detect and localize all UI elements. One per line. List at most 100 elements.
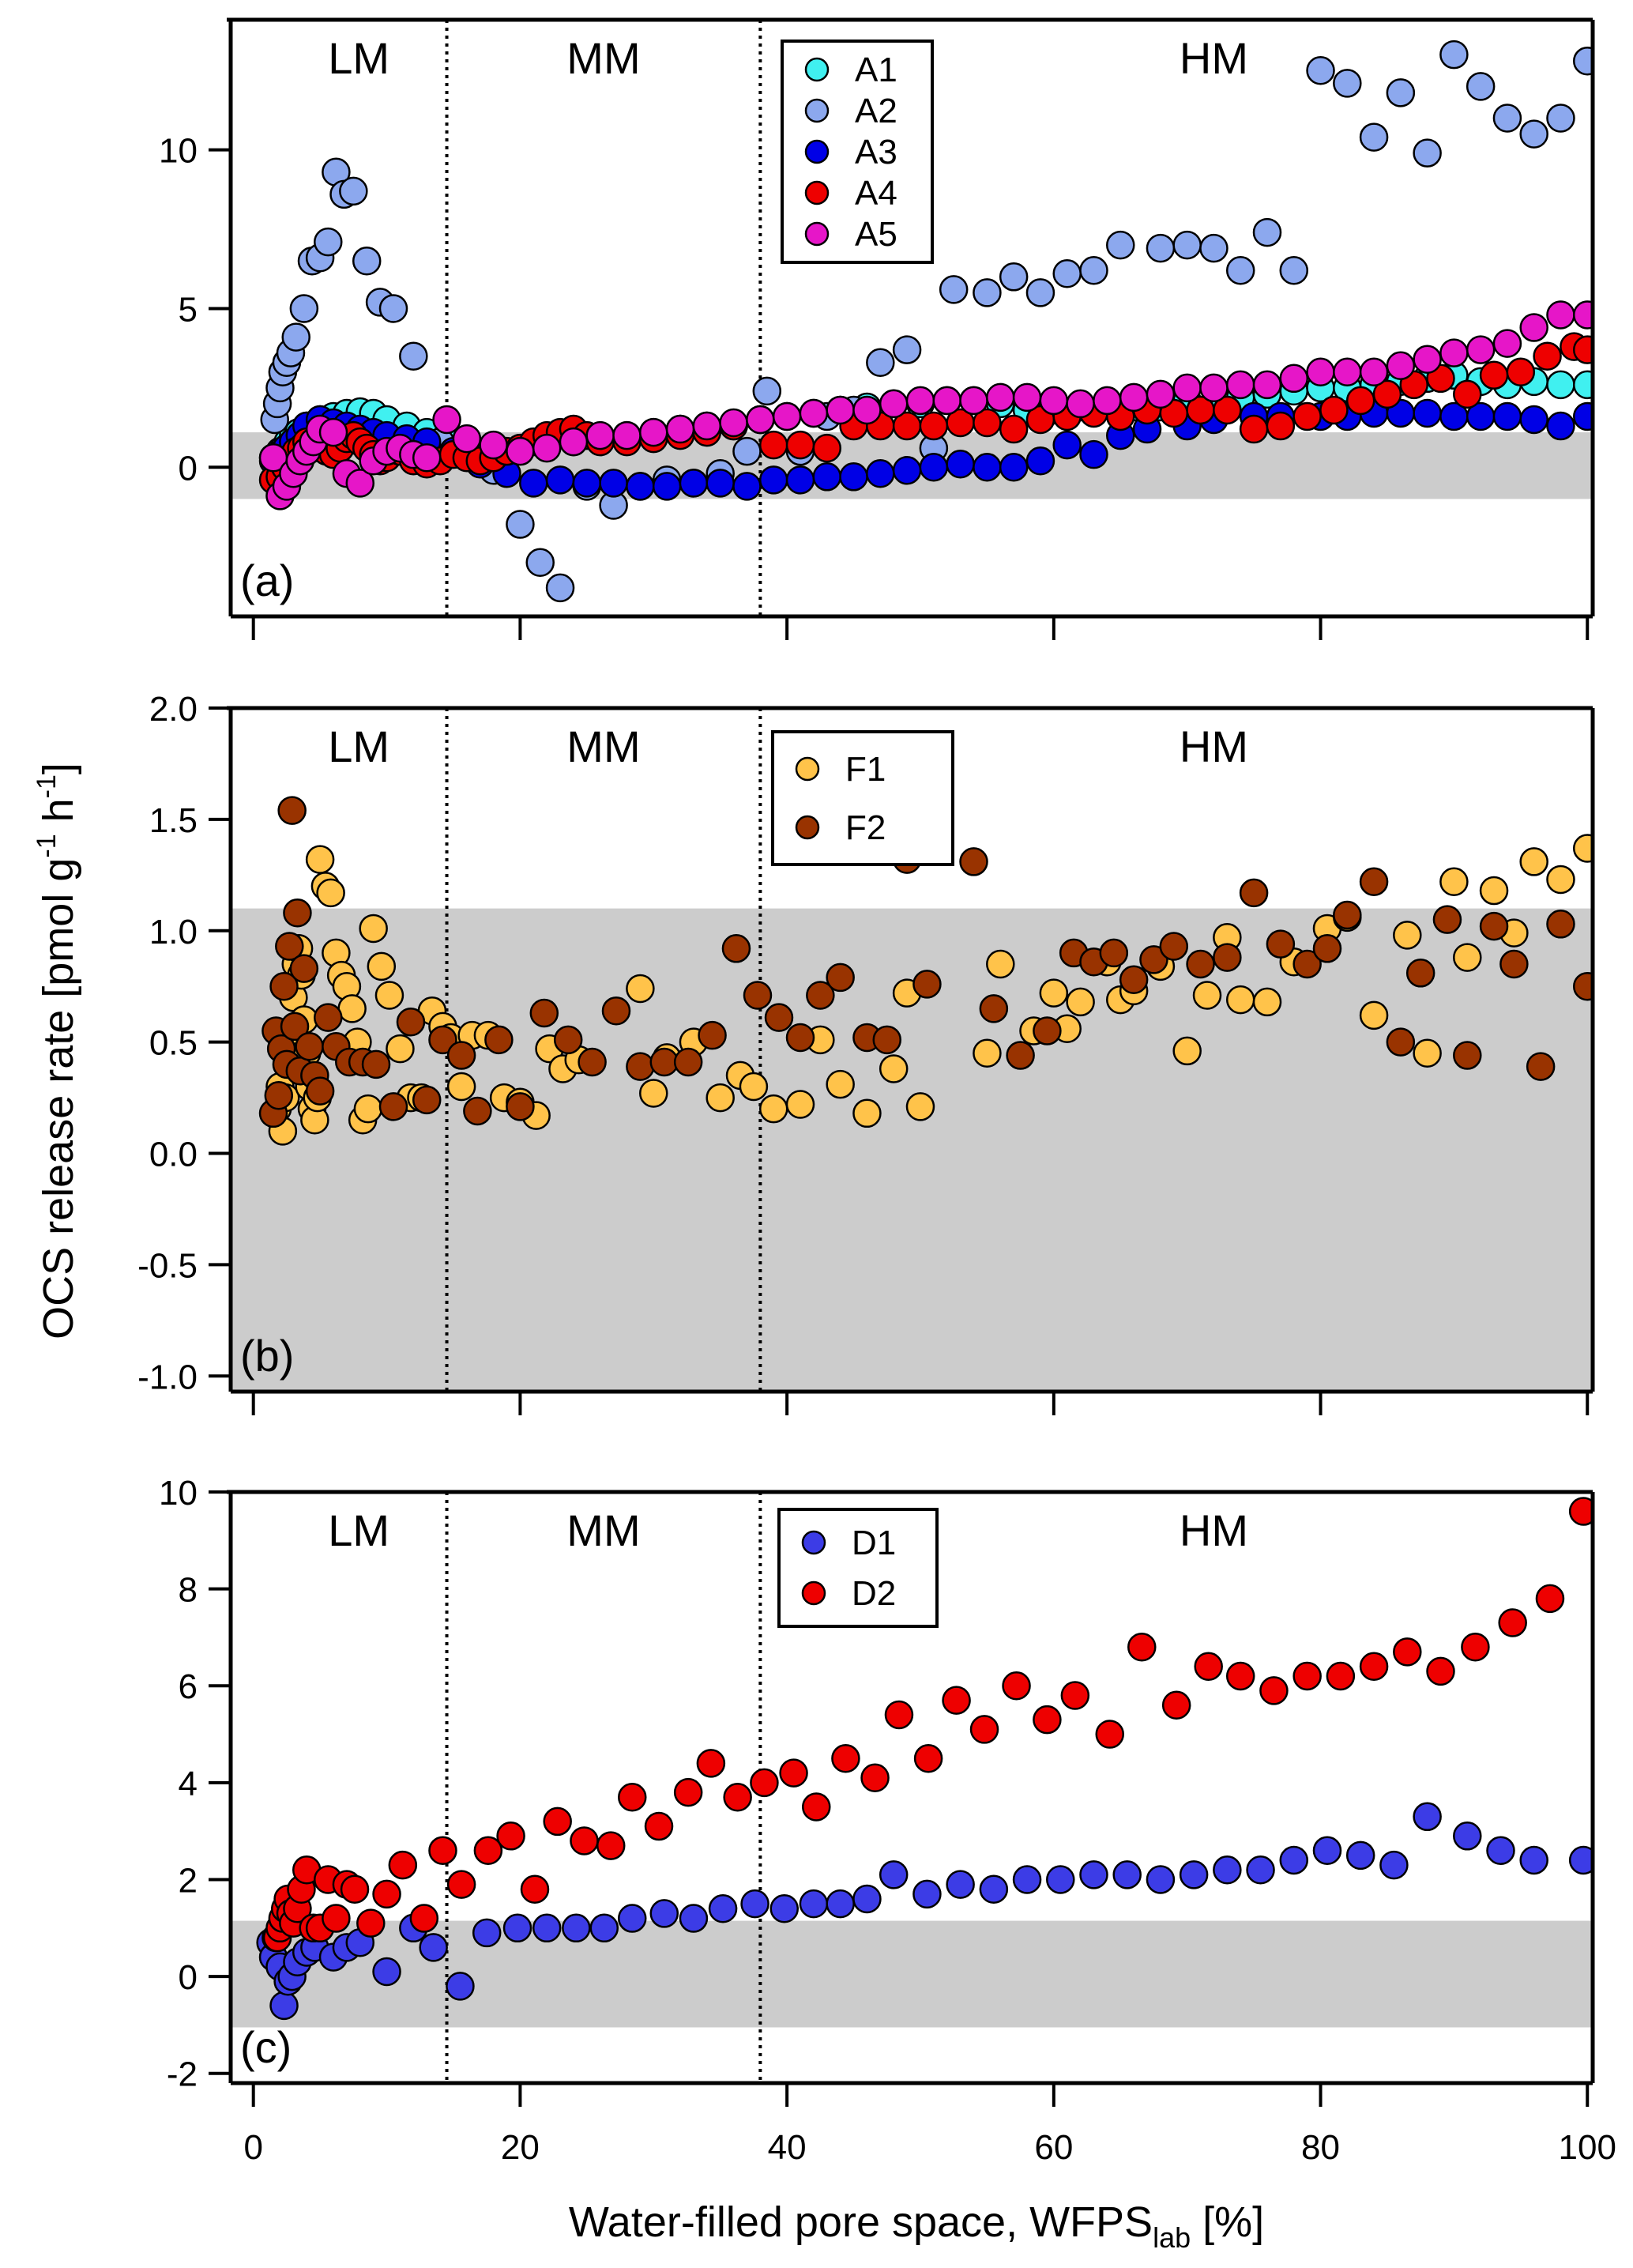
point-d1 (946, 1870, 975, 1899)
point-a5 (1386, 351, 1416, 380)
point-d1 (979, 1874, 1009, 1904)
legend-label-a5: A5 (855, 215, 897, 254)
point-f1 (386, 1034, 415, 1064)
point-a2 (506, 510, 535, 539)
point-d2 (372, 1879, 401, 1909)
point-a2 (1546, 104, 1575, 133)
y-tick-label: 6 (179, 1667, 198, 1706)
point-a5 (1279, 364, 1309, 394)
point-f2 (446, 1041, 476, 1070)
point-d1 (472, 1918, 502, 1948)
point-a5 (1466, 335, 1496, 364)
point-f1 (852, 1098, 882, 1128)
point-f2 (283, 898, 312, 928)
point-d2 (1225, 1661, 1255, 1691)
point-a3 (812, 462, 842, 492)
point-d2 (913, 1743, 943, 1773)
point-d2 (388, 1850, 418, 1880)
point-a5 (1066, 389, 1095, 419)
point-a5 (345, 469, 375, 498)
x-tick-label: 20 (501, 2128, 540, 2167)
point-a3 (973, 453, 1002, 482)
point-a4 (1345, 386, 1375, 416)
point-a2 (1492, 104, 1522, 133)
point-f2 (872, 1025, 902, 1055)
y-tick-label: 0 (179, 1958, 198, 1997)
point-a5 (799, 398, 829, 428)
point-f2 (785, 1023, 815, 1053)
point-d1 (372, 1957, 401, 1987)
point-a4 (1453, 379, 1482, 409)
point-d1 (1012, 1865, 1042, 1894)
point-f2 (1432, 905, 1462, 934)
zone-label-mm: MM (566, 33, 640, 83)
point-f1 (337, 994, 367, 1023)
point-f2 (1213, 943, 1242, 972)
point-f2 (578, 1047, 607, 1077)
point-d1 (419, 1933, 448, 1962)
point-d1 (769, 1894, 799, 1923)
point-f2 (1359, 867, 1389, 897)
y-tick-label: -1.0 (137, 1358, 198, 1396)
point-f1 (374, 981, 404, 1010)
point-d2 (596, 1831, 626, 1860)
point-a5 (959, 386, 988, 416)
zone-label-lm: LM (328, 721, 389, 771)
point-d1 (679, 1904, 709, 1933)
point-f2 (428, 1025, 457, 1055)
point-f2 (698, 1020, 727, 1050)
points-c (256, 1497, 1593, 2021)
point-f2 (673, 1047, 703, 1077)
point-a4 (1292, 401, 1322, 431)
point-a5 (1546, 300, 1575, 330)
point-a2 (752, 376, 782, 406)
point-a5 (692, 411, 722, 441)
point-d2 (1426, 1656, 1455, 1686)
point-d1 (879, 1860, 909, 1889)
point-a5 (506, 436, 535, 466)
zone-label-lm: LM (328, 1505, 389, 1555)
point-d2 (409, 1904, 439, 1933)
panel-label-b: (b) (240, 1331, 294, 1381)
point-a2 (1225, 256, 1255, 285)
point-a5 (852, 395, 882, 425)
point-d2 (644, 1811, 674, 1841)
point-a3 (706, 469, 735, 498)
legend-marker-f2 (795, 815, 820, 840)
y-tick-label: 10 (159, 1474, 198, 1513)
point-a3 (1079, 439, 1108, 469)
point-f2 (280, 1012, 310, 1042)
point-f2 (264, 1081, 294, 1110)
point-f2 (275, 932, 304, 961)
point-f2 (412, 1085, 442, 1115)
point-a5 (432, 405, 461, 435)
point-a2 (1025, 278, 1055, 307)
point-a5 (1413, 345, 1442, 374)
point-a2 (973, 278, 1002, 307)
panel-label-a: (a) (240, 556, 294, 605)
point-d1 (446, 1972, 475, 2001)
point-f2 (314, 1003, 343, 1032)
legend-marker-f1 (795, 756, 820, 782)
point-f1 (826, 1069, 855, 1099)
point-a2 (289, 294, 319, 323)
point-a4 (1372, 379, 1402, 409)
point-a5 (1225, 370, 1255, 400)
point-f2 (1479, 911, 1509, 941)
point-a3 (919, 453, 949, 482)
y-axis-title-sup2: -1 (32, 774, 62, 798)
zone-label-hm: HM (1180, 1505, 1248, 1555)
point-f1 (359, 914, 388, 944)
point-d2 (1535, 1584, 1565, 1614)
point-a3 (946, 449, 975, 479)
point-a5 (879, 389, 909, 419)
point-a3 (839, 462, 868, 492)
point-f2 (1526, 1052, 1556, 1081)
point-f2 (1099, 938, 1129, 968)
point-a5 (532, 433, 562, 463)
point-f2 (1006, 1041, 1035, 1070)
point-a3 (599, 469, 628, 498)
point-f1 (1413, 1038, 1442, 1068)
